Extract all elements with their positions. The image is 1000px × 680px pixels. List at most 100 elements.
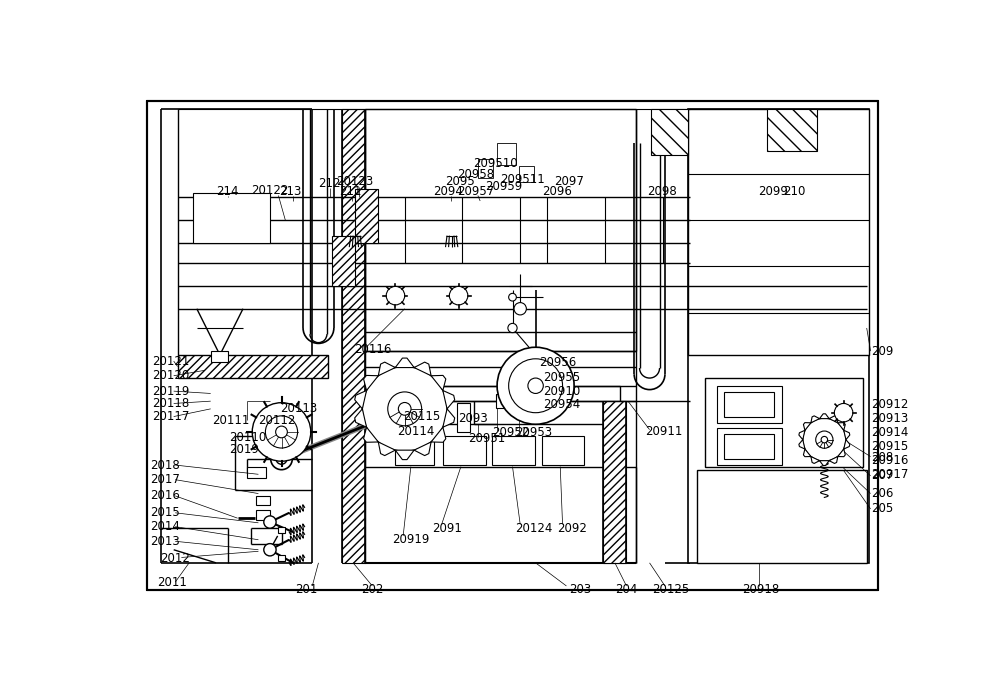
Text: 20952: 20952 xyxy=(492,426,530,439)
Bar xyxy=(278,555,285,561)
Bar xyxy=(256,511,270,520)
Polygon shape xyxy=(431,427,446,442)
Bar xyxy=(496,394,509,408)
Circle shape xyxy=(514,303,526,315)
Polygon shape xyxy=(443,409,455,427)
Polygon shape xyxy=(820,460,829,466)
Text: 208: 208 xyxy=(871,451,894,464)
Circle shape xyxy=(398,403,411,415)
Text: 2012: 2012 xyxy=(160,552,190,566)
Polygon shape xyxy=(799,440,805,449)
Text: 2094: 2094 xyxy=(433,185,463,198)
Bar xyxy=(767,109,817,151)
Text: 2018: 2018 xyxy=(151,458,180,471)
Polygon shape xyxy=(364,427,378,442)
Polygon shape xyxy=(799,430,805,440)
Text: 211: 211 xyxy=(340,185,362,198)
Text: 20918: 20918 xyxy=(742,583,779,596)
Text: 204: 204 xyxy=(615,583,638,596)
Text: 20919: 20919 xyxy=(392,533,430,546)
Polygon shape xyxy=(414,362,431,376)
Circle shape xyxy=(276,454,287,464)
Polygon shape xyxy=(395,358,414,368)
Bar xyxy=(395,436,434,465)
Circle shape xyxy=(509,359,563,413)
Polygon shape xyxy=(457,403,470,432)
Text: 20111: 20111 xyxy=(212,414,250,427)
Bar xyxy=(724,435,774,459)
Circle shape xyxy=(362,367,447,452)
Polygon shape xyxy=(844,440,850,449)
Text: 2013: 2013 xyxy=(151,534,180,548)
Polygon shape xyxy=(378,442,395,456)
Text: 207: 207 xyxy=(871,469,894,482)
Bar xyxy=(688,109,869,355)
Circle shape xyxy=(264,543,276,556)
Circle shape xyxy=(816,431,833,448)
Text: 212: 212 xyxy=(318,177,340,190)
Text: 2098: 2098 xyxy=(647,185,677,198)
Polygon shape xyxy=(811,456,820,464)
Circle shape xyxy=(508,324,517,333)
Text: 20124: 20124 xyxy=(515,522,552,534)
Text: 209511: 209511 xyxy=(500,173,545,186)
Polygon shape xyxy=(443,390,455,409)
Bar xyxy=(178,355,328,378)
Circle shape xyxy=(276,426,287,438)
Text: 20912: 20912 xyxy=(871,398,909,411)
Polygon shape xyxy=(829,456,838,464)
Text: 20116: 20116 xyxy=(354,343,391,356)
Text: 20957: 20957 xyxy=(457,185,494,198)
Circle shape xyxy=(803,418,846,461)
Text: 2096: 2096 xyxy=(542,185,572,198)
Bar xyxy=(247,466,266,478)
Bar xyxy=(443,436,486,465)
Polygon shape xyxy=(355,409,367,427)
Text: 2017: 2017 xyxy=(151,473,180,486)
Text: 20114: 20114 xyxy=(397,425,434,438)
Text: 20121: 20121 xyxy=(152,354,190,368)
Bar xyxy=(717,428,782,465)
Polygon shape xyxy=(844,430,850,440)
Circle shape xyxy=(388,392,422,426)
Bar xyxy=(705,378,863,466)
Bar xyxy=(193,193,270,243)
Circle shape xyxy=(821,437,828,443)
Circle shape xyxy=(449,286,468,305)
Text: 20120: 20120 xyxy=(152,369,189,382)
Text: 202: 202 xyxy=(361,583,384,596)
Text: 20917: 20917 xyxy=(871,468,909,481)
Circle shape xyxy=(265,416,298,448)
Circle shape xyxy=(264,516,276,528)
Polygon shape xyxy=(829,416,838,423)
Text: 20910: 20910 xyxy=(543,385,581,398)
Text: 20110: 20110 xyxy=(229,431,266,444)
Bar xyxy=(534,394,551,417)
Text: 20958: 20958 xyxy=(457,167,494,180)
Text: 20123: 20123 xyxy=(336,175,373,188)
Text: 20913: 20913 xyxy=(871,412,909,426)
Text: 20122: 20122 xyxy=(251,184,289,197)
Bar xyxy=(211,351,228,362)
Circle shape xyxy=(528,378,543,394)
Bar xyxy=(514,394,528,408)
Polygon shape xyxy=(355,390,367,409)
Text: 20915: 20915 xyxy=(871,440,909,453)
Text: 20113: 20113 xyxy=(280,403,317,415)
Bar xyxy=(342,109,365,563)
Text: 20115: 20115 xyxy=(403,410,440,423)
Text: 209: 209 xyxy=(871,345,894,358)
Polygon shape xyxy=(838,449,845,457)
Polygon shape xyxy=(803,449,811,457)
Polygon shape xyxy=(414,442,431,456)
Text: 210: 210 xyxy=(783,185,806,198)
Text: 20119: 20119 xyxy=(152,385,190,398)
Bar xyxy=(278,526,285,533)
Text: 2092: 2092 xyxy=(557,522,587,534)
Circle shape xyxy=(834,403,853,422)
Polygon shape xyxy=(378,362,395,376)
Text: 209510: 209510 xyxy=(473,158,518,171)
Text: 20959: 20959 xyxy=(485,180,522,193)
Text: 2011: 2011 xyxy=(157,575,187,589)
Bar xyxy=(603,401,626,563)
